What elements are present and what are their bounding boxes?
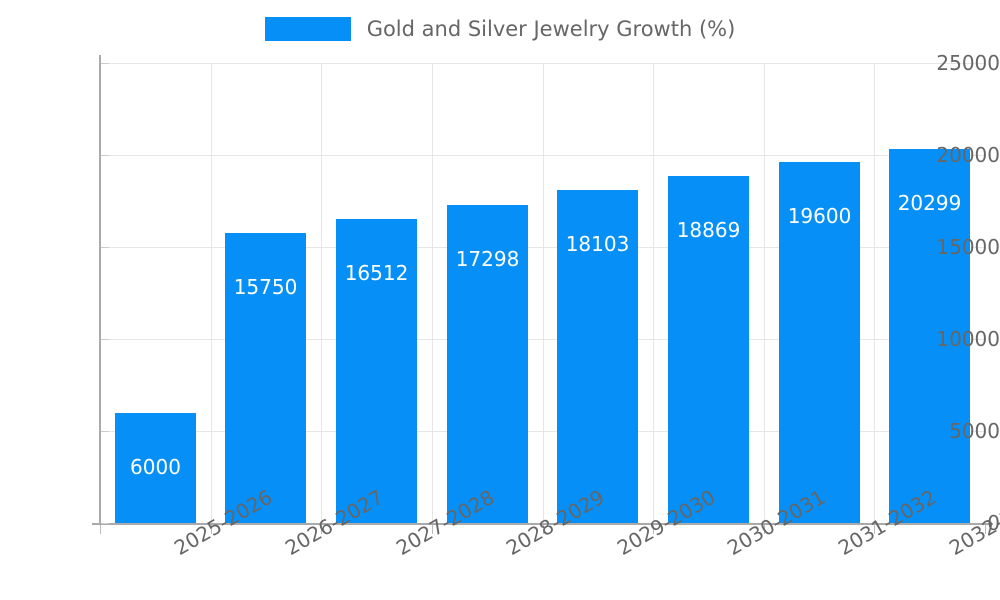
x-axis-tick-label: 2030-2031 xyxy=(723,484,830,561)
x-axis-tick-mark xyxy=(653,525,654,534)
x-axis-tick-mark xyxy=(100,525,101,534)
y-axis-tick-label: 20000 xyxy=(936,143,1000,167)
x-axis-tick-mark xyxy=(543,525,544,534)
x-axis-tick-label: 2031-2032 xyxy=(834,484,941,561)
x-axis-tick-mark xyxy=(985,525,986,534)
legend-label: Gold and Silver Jewelry Growth (%) xyxy=(366,16,736,41)
x-axis-tick-label: 2032-2033 xyxy=(945,484,1000,561)
bar-value-label: 16512 xyxy=(344,261,409,285)
gridline-horizontal xyxy=(100,155,985,156)
y-axis-tick-mark xyxy=(101,523,109,524)
bar[interactable]: 17298 xyxy=(447,205,528,523)
x-axis-tick-label: 2025-2026 xyxy=(170,484,277,561)
gridline-vertical xyxy=(653,63,654,523)
legend-color-swatch xyxy=(264,17,351,41)
gridline-vertical xyxy=(874,63,875,523)
x-axis-tick-label: 2028-2029 xyxy=(502,484,609,561)
bar-value-label: 19600 xyxy=(787,204,852,228)
bar-value-label: 6000 xyxy=(130,455,181,479)
y-axis-tick-mark xyxy=(101,63,109,64)
bar[interactable]: 20299 xyxy=(889,149,970,523)
x-axis-tick-label: 2029-2030 xyxy=(613,484,720,561)
bar[interactable]: 15750 xyxy=(225,233,306,523)
bar[interactable]: 19600 xyxy=(779,162,860,523)
y-axis-tick-label: 15000 xyxy=(936,235,1000,259)
y-axis-tick-label: 25000 xyxy=(936,51,1000,75)
x-axis-tick-mark xyxy=(321,525,322,534)
y-axis-tick-label: 0 xyxy=(987,511,1000,535)
x-axis-line xyxy=(92,523,993,525)
bar-value-label: 18869 xyxy=(676,218,741,242)
y-axis-tick-mark xyxy=(101,247,109,248)
x-axis-tick-mark xyxy=(211,525,212,534)
gridline-horizontal xyxy=(100,247,985,248)
gridline-horizontal xyxy=(100,63,985,64)
x-axis-tick-mark xyxy=(874,525,875,534)
bar-value-label: 15750 xyxy=(233,275,298,299)
gridline-vertical xyxy=(543,63,544,523)
bar[interactable]: 18869 xyxy=(668,176,749,523)
bar[interactable]: 6000 xyxy=(115,413,196,523)
y-axis-tick-mark xyxy=(101,431,109,432)
y-axis-tick-label: 5000 xyxy=(949,419,1000,443)
gridline-vertical xyxy=(211,63,212,523)
gridline-vertical xyxy=(432,63,433,523)
gridline-vertical xyxy=(764,63,765,523)
chart-legend: Gold and Silver Jewelry Growth (%) xyxy=(0,0,1000,58)
y-axis-tick-mark xyxy=(101,339,109,340)
bar-value-label: 18103 xyxy=(565,232,630,256)
bar[interactable]: 18103 xyxy=(557,190,638,523)
bar[interactable]: 16512 xyxy=(336,219,417,523)
gridline-horizontal xyxy=(100,431,985,432)
x-axis-tick-label: 2026-2027 xyxy=(281,484,388,561)
y-axis-tick-mark xyxy=(101,155,109,156)
plot-area: 6000 15750 16512 17298 18103 18869 19600 20299 xyxy=(100,63,985,524)
x-axis-tick-label: 2027-2028 xyxy=(392,484,499,561)
bar-value-label: 20299 xyxy=(897,191,962,215)
gridline-horizontal xyxy=(100,339,985,340)
y-axis-tick-label: 10000 xyxy=(936,327,1000,351)
bar-value-label: 17298 xyxy=(455,247,520,271)
y-axis-line xyxy=(99,55,101,525)
legend-entry[interactable]: Gold and Silver Jewelry Growth (%) xyxy=(264,16,736,41)
x-axis-tick-mark xyxy=(764,525,765,534)
gridline-vertical xyxy=(321,63,322,523)
x-axis-tick-mark xyxy=(432,525,433,534)
